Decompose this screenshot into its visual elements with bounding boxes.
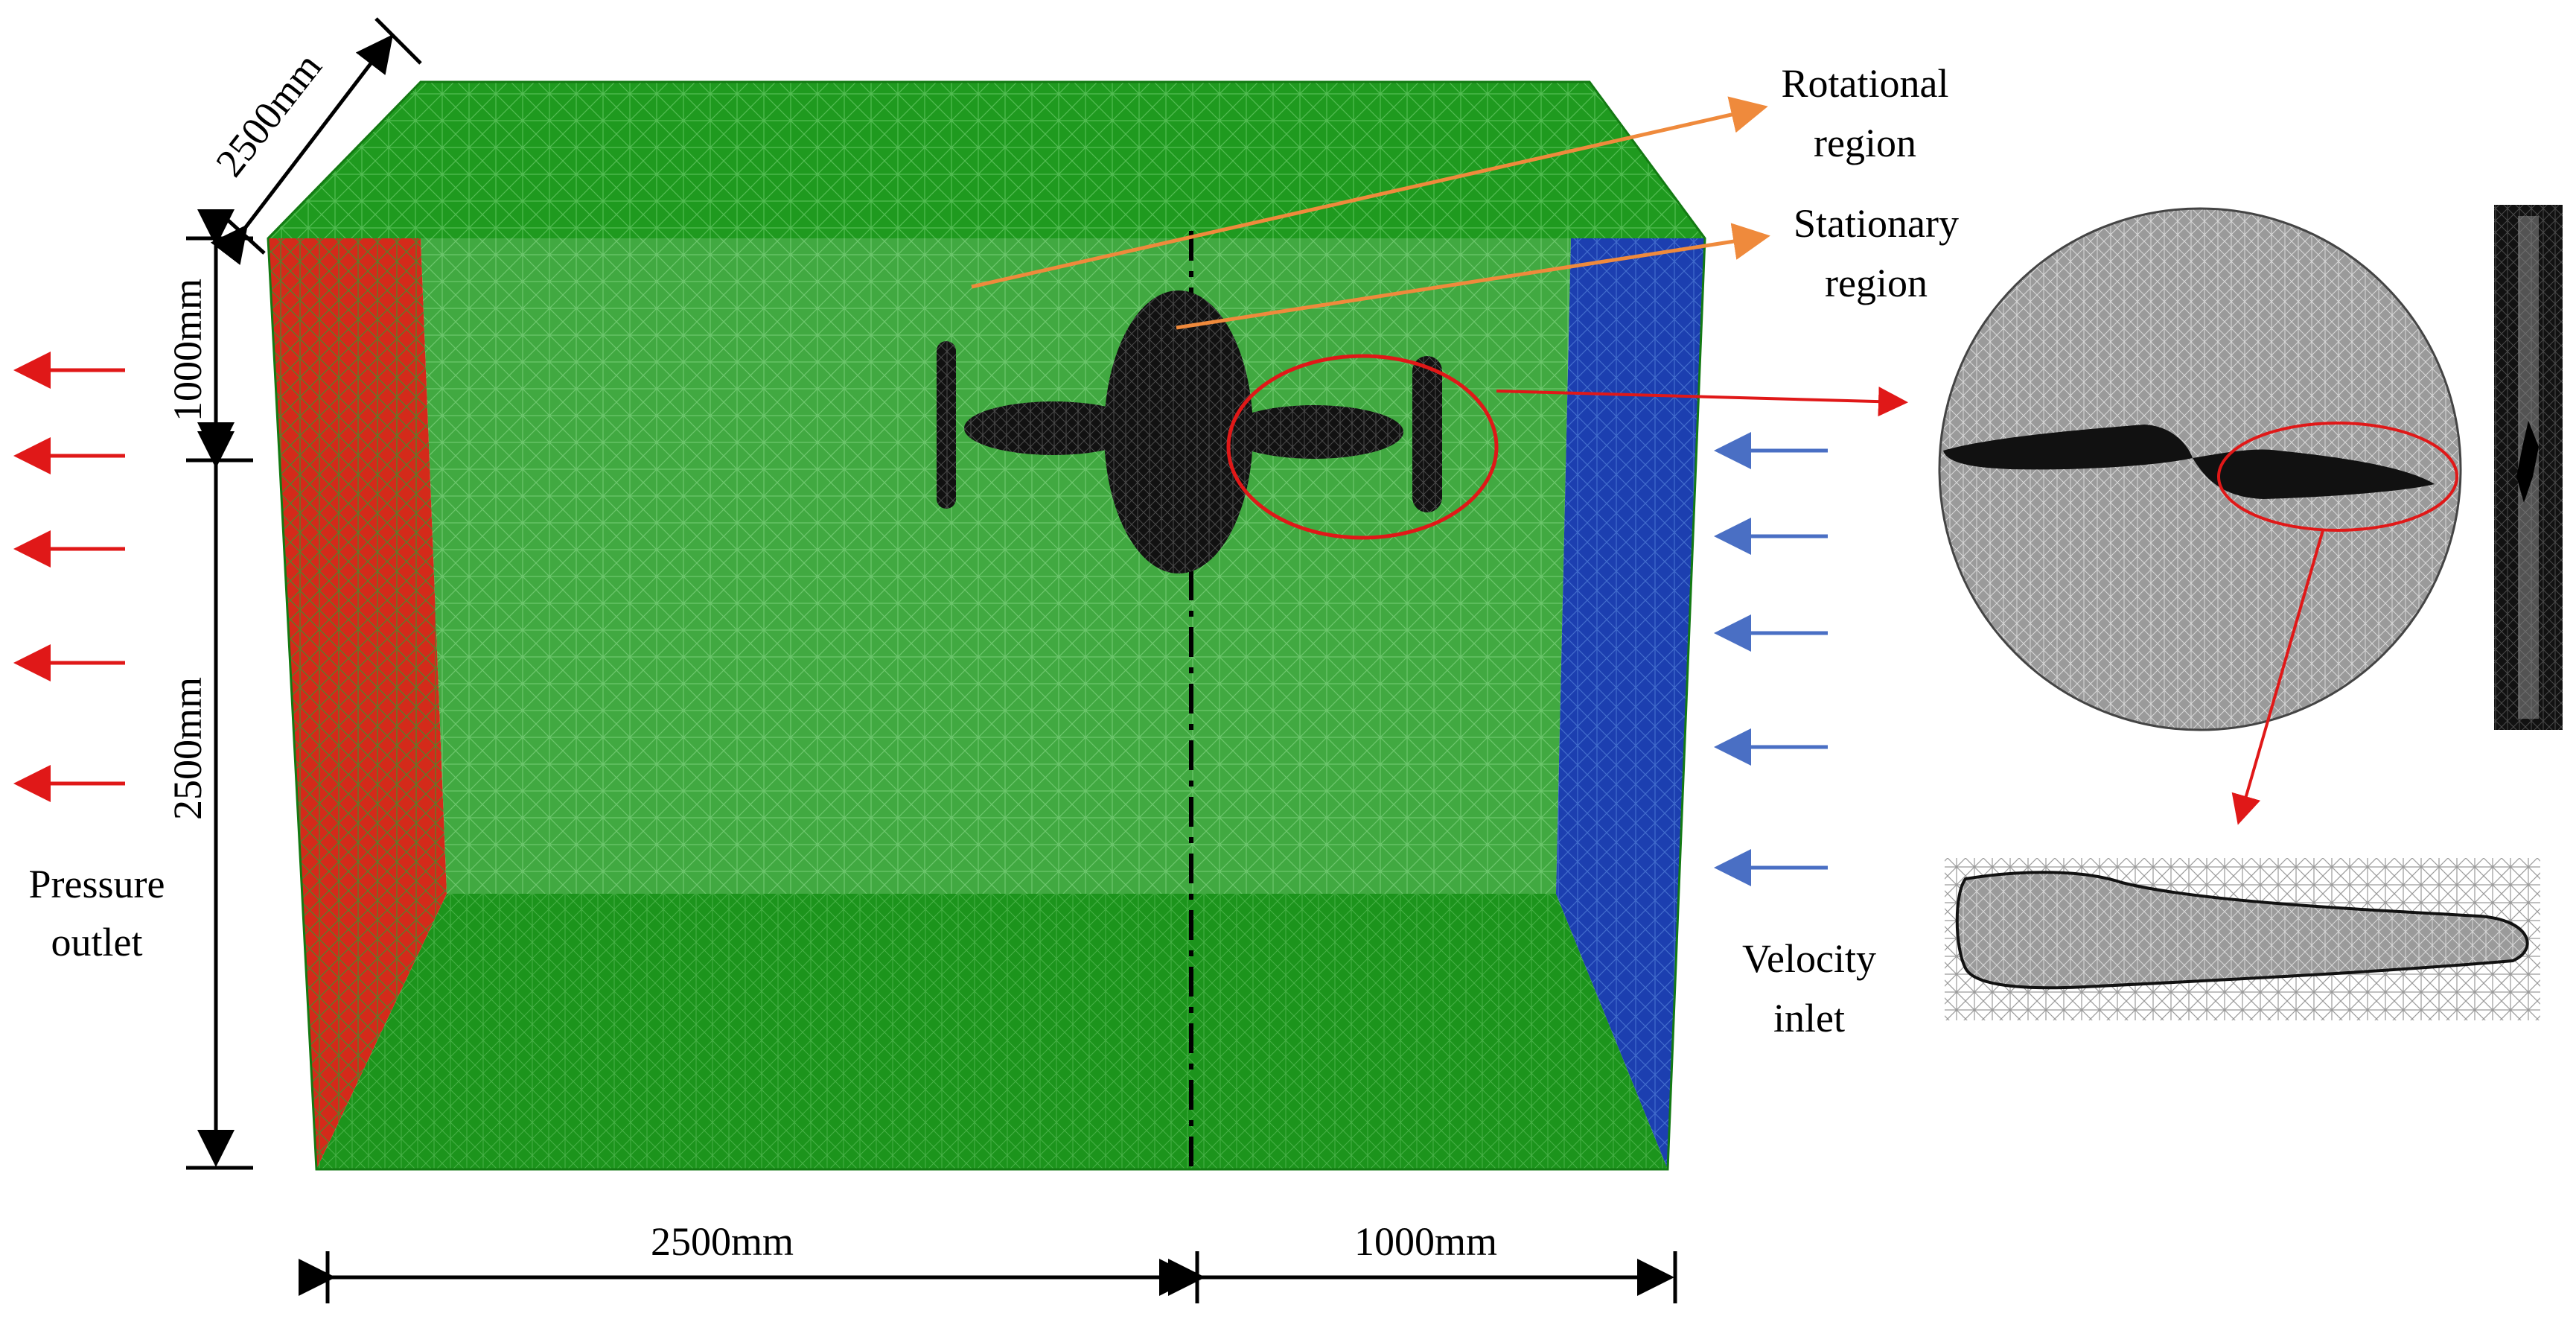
inlet-label-line2: inlet <box>1773 996 1845 1040</box>
rotor-right <box>1412 356 1442 512</box>
drone-arm-right <box>1225 405 1403 459</box>
outlet-label-line1: Pressure <box>29 862 165 906</box>
stationary-region-label: Stationary region <box>1794 201 1959 305</box>
computational-domain-box <box>268 82 1705 1169</box>
stationary-label-line2: region <box>1825 261 1928 305</box>
rotor-disk-mesh-icon <box>1939 209 2461 730</box>
length-downstream-label: 2500mm <box>651 1219 794 1264</box>
rotational-region-label: Rotational region <box>1782 61 1949 165</box>
height-lower-label: 2500mm <box>165 677 210 820</box>
length-upstream-label: 1000mm <box>1354 1219 1497 1264</box>
velocity-inlet-arrows <box>1721 451 1828 868</box>
pressure-outlet-arrows <box>21 370 125 784</box>
depth-tick-top <box>376 19 421 63</box>
stationary-label-line1: Stationary <box>1794 201 1959 246</box>
height-upper-label: 1000mm <box>165 279 210 422</box>
outlet-label-line2: outlet <box>51 920 143 965</box>
domain-back-face <box>421 238 1571 894</box>
blade-section-mesh-icon <box>1945 858 2540 1020</box>
rotational-label-line2: region <box>1814 121 1916 165</box>
velocity-inlet-label: Velocity inlet <box>1742 936 1876 1040</box>
depth-dimension-label: 2500mm <box>207 45 330 185</box>
depth-tick-bottom <box>223 216 264 253</box>
domain-top-face <box>268 82 1705 238</box>
pressure-outlet-label: Pressure outlet <box>29 862 165 965</box>
rotor-side-view-icon <box>2494 205 2563 730</box>
rotational-label-line1: Rotational <box>1782 61 1949 106</box>
domain-floor-face <box>316 894 1668 1169</box>
inlet-label-line1: Velocity <box>1742 936 1876 981</box>
rotor-left <box>937 341 956 509</box>
drone-arm-left <box>964 401 1143 455</box>
